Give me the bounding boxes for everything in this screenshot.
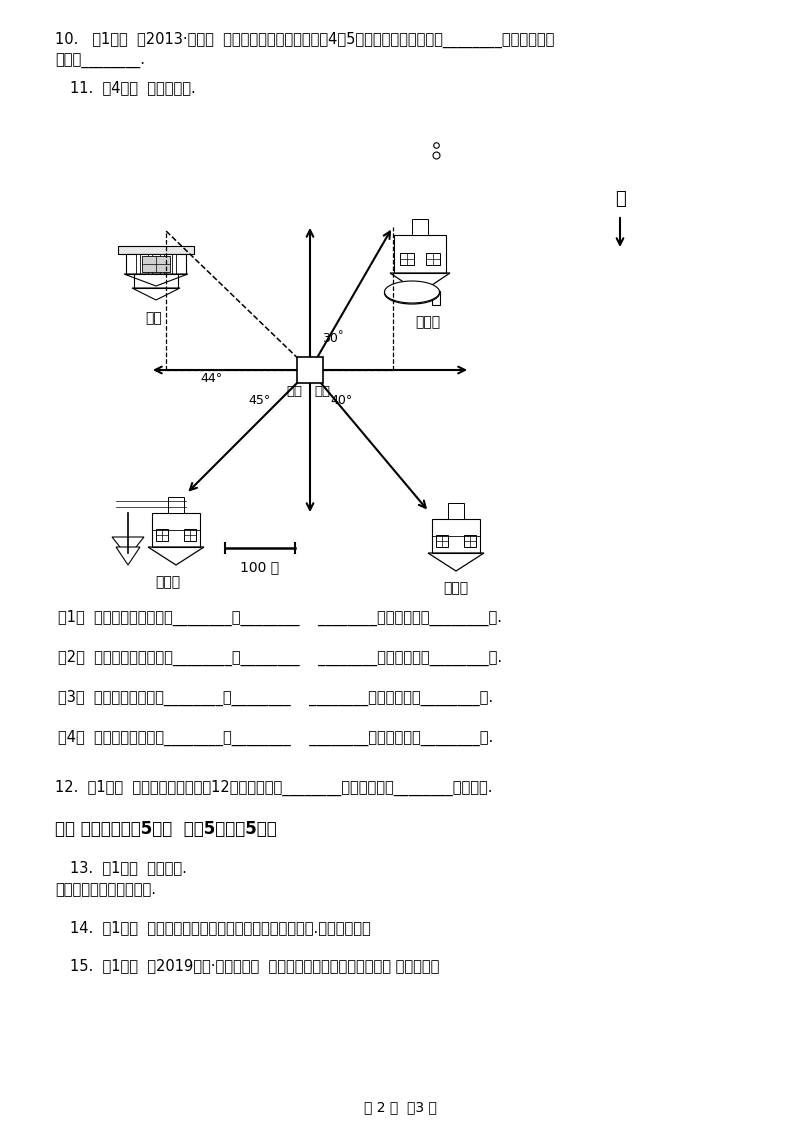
- Text: 10.   （1分）  ２2013·成都）  某班男生和女生人数的比是4：5，则男生占全班人数的________，女生占全班: 10. （1分） ２2013·成都） 某班男生和女生人数的比是4：5，则男生占全…: [55, 32, 554, 49]
- Text: 乐园: 乐园: [314, 385, 330, 398]
- Bar: [412, 218, 428, 235]
- Bar: [426, 252, 440, 265]
- Text: 40°: 40°: [330, 394, 352, 408]
- Text: 44°: 44°: [200, 372, 222, 385]
- Text: 13.  （1分）  判断对错.: 13. （1分） 判断对错.: [70, 860, 187, 875]
- Text: （1）  明明家在儿童乐园的________偏________    ________方向上，距离________米.: （1） 明明家在儿童乐园的________偏________ ________方…: [58, 610, 502, 626]
- Text: 100 米: 100 米: [241, 560, 279, 574]
- Bar: [436, 535, 448, 547]
- Text: 第 2 页  共3 页: 第 2 页 共3 页: [363, 1100, 437, 1114]
- Bar: [126, 254, 186, 274]
- Text: （3）  超市在儿童乐园的________偏________    ________方向上，距离________米.: （3） 超市在儿童乐园的________偏________ ________方向…: [58, 691, 493, 706]
- Bar: [172, 254, 176, 274]
- Text: 30: 30: [322, 332, 338, 345]
- Text: 15.  （1分）  ２2019六上·即墓期中）  两个数相除，商一定大于被除数 。（　　）: 15. （1分） ２2019六上·即墓期中） 两个数相除，商一定大于被除数 。（…: [70, 958, 439, 974]
- Text: °: °: [338, 331, 343, 340]
- Bar: [464, 535, 476, 547]
- Text: 11.  （4分）  看图填一填.: 11. （4分） 看图填一填.: [70, 80, 196, 95]
- Bar: [142, 256, 170, 272]
- Text: （2）  儿童乐园在冬冬家的________偏________    ________方向上，距离________米.: （2） 儿童乐园在冬冬家的________偏________ ________方…: [58, 650, 502, 667]
- Bar: [448, 503, 464, 518]
- Ellipse shape: [385, 281, 439, 303]
- Polygon shape: [112, 537, 144, 557]
- Bar: [394, 235, 446, 273]
- Text: 儿童: 儿童: [286, 385, 302, 398]
- Polygon shape: [116, 547, 140, 565]
- Bar: [432, 518, 480, 554]
- Bar: [152, 513, 200, 547]
- Bar: [134, 274, 178, 288]
- Bar: [184, 529, 196, 541]
- Text: 人数的________.: 人数的________.: [55, 54, 145, 69]
- Bar: [297, 357, 323, 383]
- Text: 超市: 超市: [146, 311, 162, 325]
- Text: 12.  （1分）  一个正方形的周长是12分米，边长是________分米，面积是________平方分米.: 12. （1分） 一个正方形的周长是12分米，边长是________分米，面积是…: [55, 780, 493, 796]
- Bar: [160, 254, 164, 274]
- Text: 14.  （1分）  比的前项和后项都乘上同一个数，比值不变.（判断对错）: 14. （1分） 比的前项和后项都乘上同一个数，比值不变.（判断对错）: [70, 920, 370, 935]
- Bar: [118, 246, 194, 254]
- Bar: [400, 252, 414, 265]
- Text: 北: 北: [614, 190, 626, 208]
- Text: （4）  儿童乐园在超市的________偏________    ________方向上，距离________米.: （4） 儿童乐园在超市的________偏________ ________方向…: [58, 730, 494, 746]
- Text: 45°: 45°: [248, 394, 270, 408]
- Text: 二、 判断题。（共5分）  （共5题；共5分）: 二、 判断题。（共5分） （共5题；共5分）: [55, 820, 277, 838]
- Bar: [168, 497, 184, 513]
- Text: 冬冬家: 冬冬家: [415, 315, 441, 329]
- Bar: [148, 254, 152, 274]
- Text: 芳芳家: 芳芳家: [155, 575, 181, 589]
- Bar: [136, 254, 140, 274]
- Text: 明明家: 明明家: [443, 581, 469, 595]
- Text: 一个数的倒数比这个数小.: 一个数的倒数比这个数小.: [55, 882, 156, 897]
- Bar: [432, 291, 440, 305]
- Bar: [156, 529, 168, 541]
